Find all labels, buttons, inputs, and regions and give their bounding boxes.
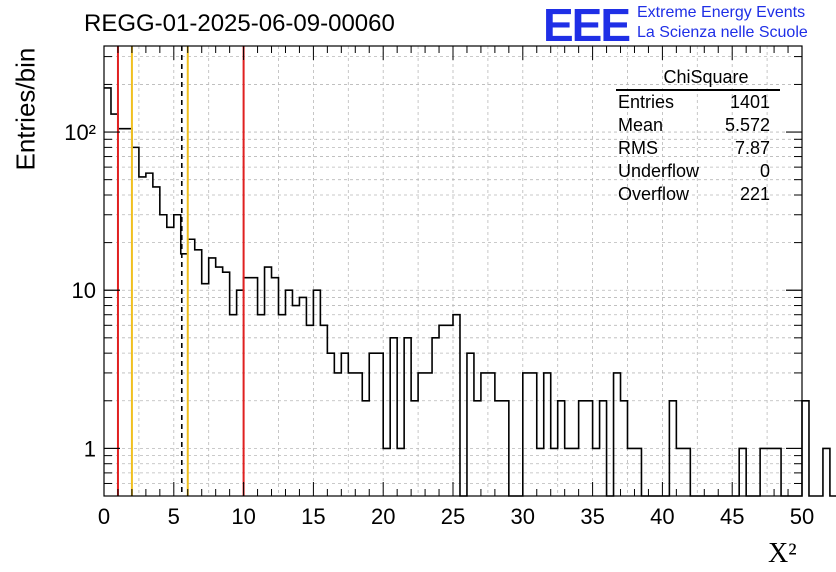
x-tick-label: 35 [580, 504, 604, 529]
logo-line-1: Extreme Energy Events [637, 4, 806, 21]
stats-value: 221 [739, 184, 770, 204]
eee-logo: EEE [543, 0, 631, 51]
stats-label: Entries [618, 92, 675, 112]
stats-value: 5.572 [724, 115, 770, 135]
x-tick-label: 20 [371, 504, 395, 529]
x-tick-label: 50 [790, 504, 814, 529]
x-tick-label: 40 [650, 504, 674, 529]
x-tick-label: 30 [511, 504, 535, 529]
x-tick-label: 0 [98, 504, 110, 529]
stats-label: Overflow [618, 184, 690, 204]
chart-title: REGG-01-2025-06-09-00060 [84, 10, 395, 37]
histogram-series [104, 87, 836, 497]
stats-value: 7.87 [734, 138, 770, 158]
x-tick-label: 10 [231, 504, 255, 529]
logo-line-2: La Scienza nelle Scuole [637, 24, 808, 41]
stats-row-underflow: Underflow 0 [612, 160, 780, 183]
y-tick-label: 10² [64, 120, 96, 145]
x-tick-label: 5 [168, 504, 180, 529]
stats-label: Mean [618, 115, 664, 135]
y-tick-label: 1 [84, 436, 96, 461]
y-axis-label: Entries/bin [10, 47, 41, 171]
x-tick-label: 25 [441, 504, 465, 529]
x-tick-label: 45 [720, 504, 744, 529]
stats-row-mean: Mean 5.572 [612, 114, 780, 137]
y-tick-label: 10 [72, 278, 96, 303]
axis-ticks [103, 46, 803, 496]
stats-value: 1401 [729, 92, 770, 112]
tick-labels: 0 5 10 15 20 25 30 35 40 45 50 1 10 10² [64, 120, 814, 529]
histogram-line [104, 87, 836, 497]
x-axis-label: X² [768, 538, 797, 569]
stats-row-entries: Entries 1401 [612, 91, 780, 114]
stats-box: ChiSquare Entries 1401 Mean 5.572 RMS 7.… [612, 66, 780, 206]
stats-row-rms: RMS 7.87 [612, 137, 780, 160]
stats-label: Underflow [618, 161, 700, 181]
stats-title: ChiSquare [663, 67, 749, 87]
stats-label: RMS [618, 138, 658, 158]
marker-lines [116, 46, 245, 496]
stats-value: 0 [759, 161, 770, 181]
x-tick-label: 15 [301, 504, 325, 529]
stats-row-overflow: Overflow 221 [612, 183, 780, 206]
